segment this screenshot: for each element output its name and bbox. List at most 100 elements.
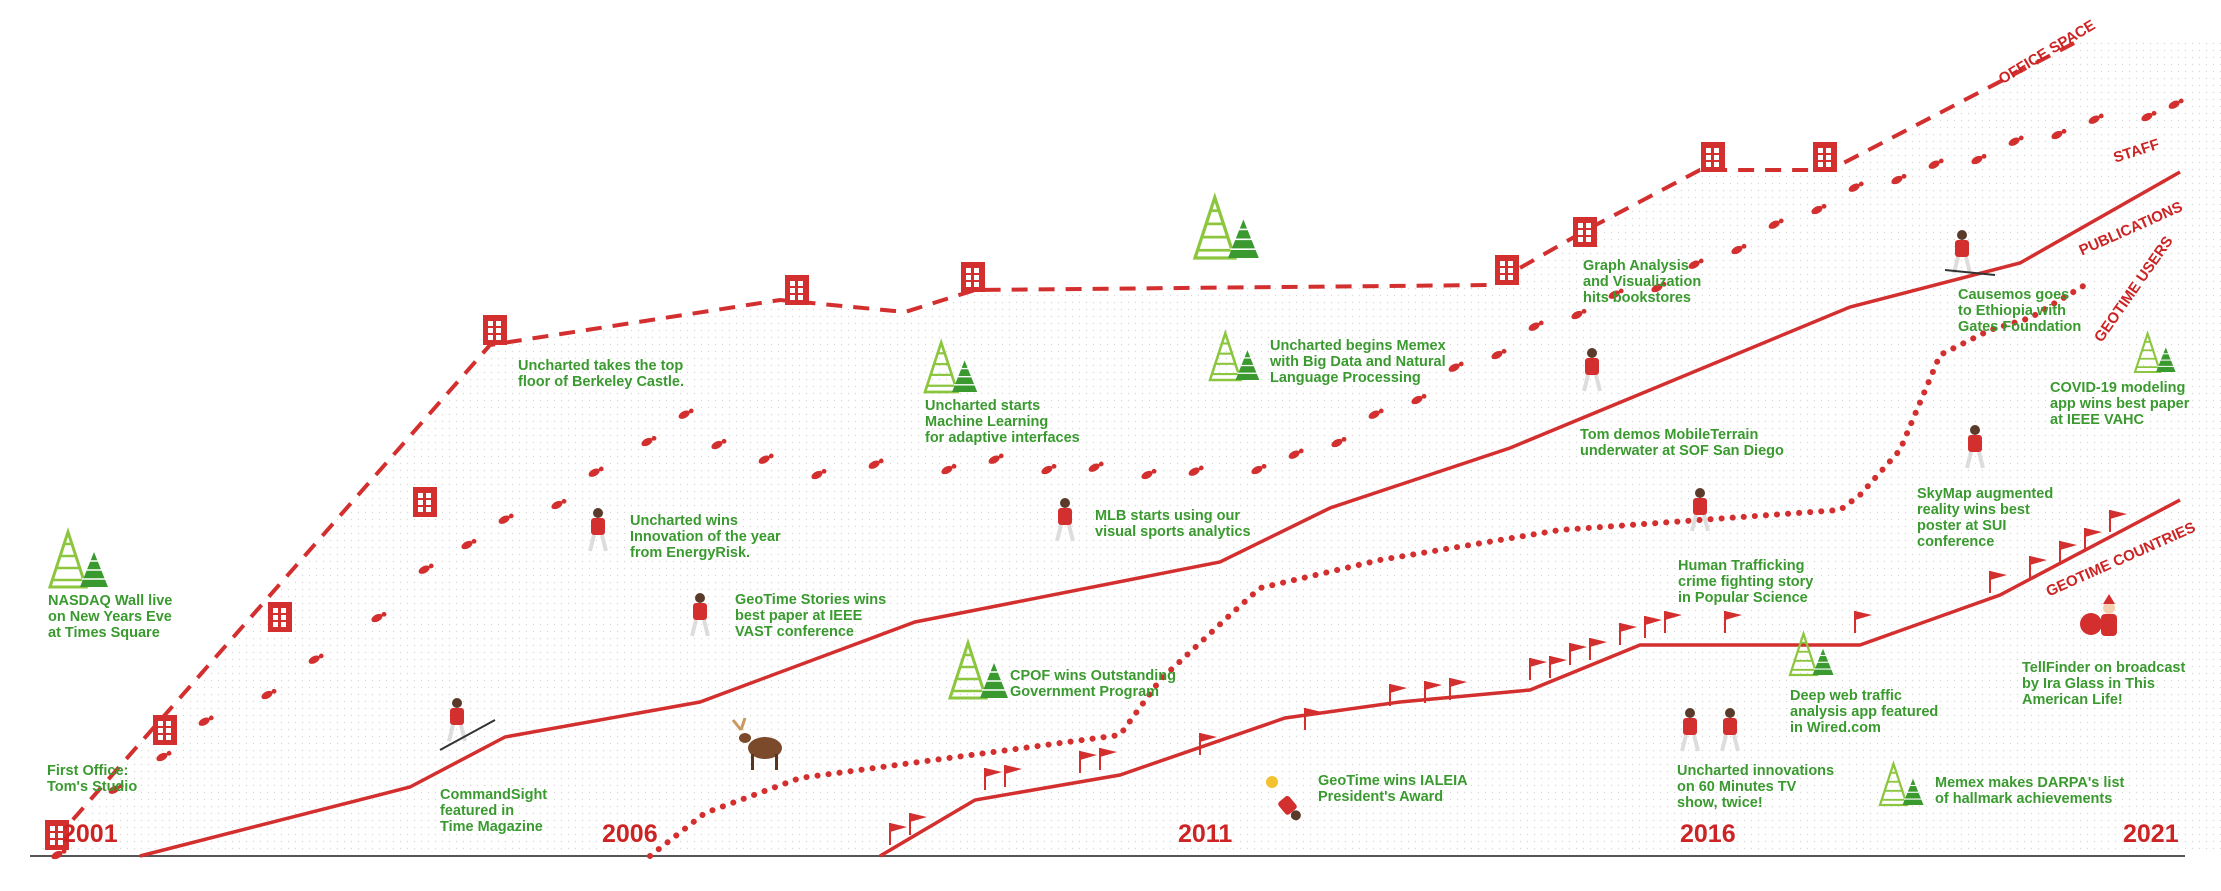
year-label-2001: 2001 [62, 820, 118, 848]
flag-icon [1199, 733, 1217, 755]
geotime-countries-line [879, 498, 2181, 858]
building-icon [268, 602, 292, 632]
falling-person-icon [1278, 795, 1301, 821]
year-label-2016: 2016 [1680, 820, 1736, 848]
building-icon [483, 315, 507, 345]
event-mobileterrain: Tom demos MobileTerrain underwater at SO… [1580, 427, 1784, 459]
building-icon [961, 262, 985, 292]
footprints-icon [2168, 98, 2184, 109]
footprints-icon [1971, 153, 1987, 165]
flag-icon [1854, 611, 1872, 633]
tree-icon [1192, 192, 1259, 260]
footprints-icon [1251, 463, 1267, 475]
event-covid-modeling: COVID-19 modeling app wins best paper at… [2050, 380, 2190, 428]
flag-icon [1724, 611, 1742, 633]
person-icon [1965, 425, 1985, 469]
year-label-2021: 2021 [2123, 820, 2179, 848]
event-mlb-analytics: MLB starts using our visual sports analy… [1095, 508, 1251, 540]
tree-icon [47, 527, 108, 589]
footprints-icon [261, 688, 277, 700]
tree-icon [947, 638, 1008, 700]
tree-icon [923, 338, 978, 394]
building-icon [785, 275, 809, 305]
building-icon [45, 820, 69, 850]
footprints-icon [551, 498, 567, 510]
tree-icon [1208, 329, 1260, 382]
flag-icon [1569, 643, 1587, 665]
flag-icon [1004, 765, 1022, 787]
footprints-icon [1448, 361, 1464, 372]
footprints-icon [711, 438, 727, 450]
moose-icon [731, 717, 782, 770]
event-machine-learning: Uncharted starts Machine Learning for ad… [925, 398, 1080, 446]
ball-icon [1266, 776, 1278, 788]
tree-icon [2133, 330, 2176, 374]
footprints-icon [308, 653, 324, 664]
flag-icon [1424, 681, 1442, 703]
event-skymap: SkyMap augmented reality wins best poste… [1917, 486, 2054, 550]
building-icon [153, 715, 177, 745]
footprints-icon [1368, 408, 1384, 419]
flag-icon [1619, 623, 1637, 645]
footprints-icon [1528, 320, 1544, 331]
footprints-icon [1848, 181, 1864, 192]
event-nasdaq-wall: NASDAQ Wall live on New Years Eve at Tim… [48, 593, 173, 641]
event-memex-begins: Uncharted begins Memex with Big Data and… [1270, 338, 1446, 386]
flag-icon [1529, 658, 1547, 680]
event-graph-analysis-book: Graph Analysis and Visualization hits bo… [1583, 258, 1702, 306]
event-tellfinder: TellFinder on broadcast by Ira Glass in … [2022, 660, 2186, 708]
year-label-2006: 2006 [602, 820, 658, 848]
flag-icon [1589, 638, 1607, 660]
flag-icon [1304, 708, 1322, 730]
footprints-icon [1188, 465, 1204, 476]
tree-icon [1788, 630, 1834, 677]
year-label-2011: 2011 [1178, 820, 1233, 848]
flag-icon [1644, 616, 1662, 638]
flag-icon [2029, 556, 2047, 578]
footprints-icon [988, 453, 1004, 464]
flag-icon [1989, 571, 2007, 593]
footprints-icon [371, 611, 387, 623]
footprints-icon [198, 715, 214, 726]
footprints-icon [1688, 258, 1704, 269]
event-cpof: CPOF wins Outstanding Government Program [1010, 668, 1176, 700]
event-berkeley-castle: Uncharted takes the top floor of Berkele… [518, 358, 684, 390]
footprints-icon [1608, 288, 1624, 299]
event-darpa-hallmark: Memex makes DARPA's list of hallmark ach… [1935, 775, 2125, 807]
footprints-icon [1891, 173, 1907, 185]
person-icon [1680, 708, 1700, 752]
footprints-icon [498, 513, 514, 524]
flag-icon [1449, 678, 1467, 700]
footprints-icon [588, 466, 604, 477]
footprints-icon [156, 750, 172, 762]
footprints-icon [1411, 393, 1427, 405]
person-icon [1720, 708, 1740, 752]
footprints-icon [641, 435, 657, 447]
footprints-icon [941, 463, 957, 475]
flag-icon [909, 813, 927, 835]
footprints-icon [1491, 348, 1507, 360]
flag-icon [1099, 748, 1117, 770]
footprints-icon [418, 563, 434, 574]
footprints-icon [1288, 448, 1304, 459]
event-ialeia: GeoTime wins IALEIA President's Award [1318, 773, 1468, 805]
person-icon [690, 593, 710, 637]
event-energyrisk-innovation: Uncharted wins Innovation of the year fr… [630, 513, 781, 561]
building-icon [1701, 142, 1725, 172]
footprints-icon [461, 538, 477, 550]
event-commandsight: CommandSight featured in Time Magazine [440, 787, 548, 835]
ski-icon [439, 269, 1996, 751]
flag-icon [1389, 684, 1407, 706]
event-60-minutes: Uncharted innovations on 60 Minutes TV s… [1677, 763, 1835, 811]
building-icon [413, 487, 437, 517]
dotted-background [30, 40, 2221, 855]
flag-icon [2059, 541, 2077, 563]
footprints-icon [2008, 135, 2024, 146]
office-space-line [53, 38, 2081, 842]
skier-icon [1690, 488, 1710, 532]
footprints-icon [1331, 436, 1347, 448]
footprints-icon [1651, 281, 1667, 293]
footprints-icon [811, 468, 827, 480]
